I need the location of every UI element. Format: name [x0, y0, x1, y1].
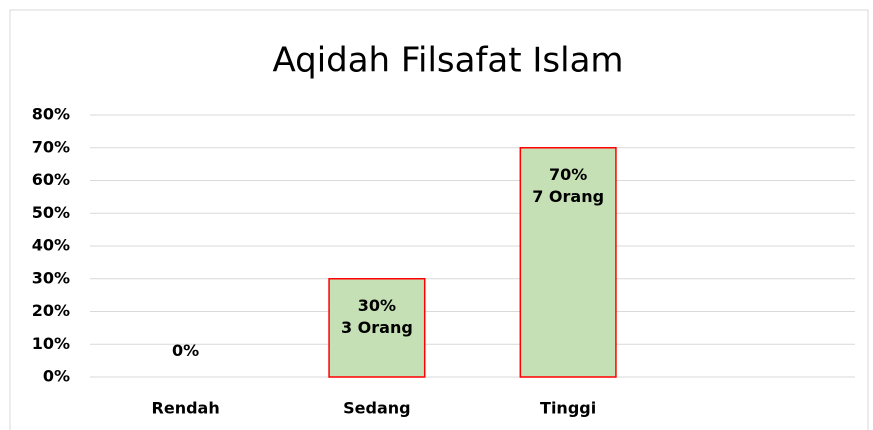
y-tick-label: 50% [32, 203, 70, 222]
y-tick-label: 40% [32, 236, 70, 255]
value-label: 70% 7 Orang [532, 164, 605, 206]
value-label: 30% 3 Orang [340, 295, 413, 337]
y-tick-label: 20% [32, 301, 70, 320]
y-tick-label: 0% [43, 367, 70, 386]
y-tick-label: 30% [32, 268, 70, 287]
value-label: 0% [172, 341, 200, 360]
chart-title: Aqidah Filsafat Islam [272, 41, 623, 81]
bar [519, 147, 617, 378]
y-tick-label: 80% [32, 105, 70, 124]
x-tick-label: Rendah [152, 399, 220, 418]
bar [328, 278, 426, 378]
chart-frame [9, 9, 869, 430]
x-tick-label: Sedang [343, 399, 410, 418]
y-tick-label: 70% [32, 137, 70, 156]
y-tick-label: 10% [32, 334, 70, 353]
y-tick-label: 60% [32, 170, 70, 189]
x-tick-label: Tinggi [540, 399, 596, 418]
